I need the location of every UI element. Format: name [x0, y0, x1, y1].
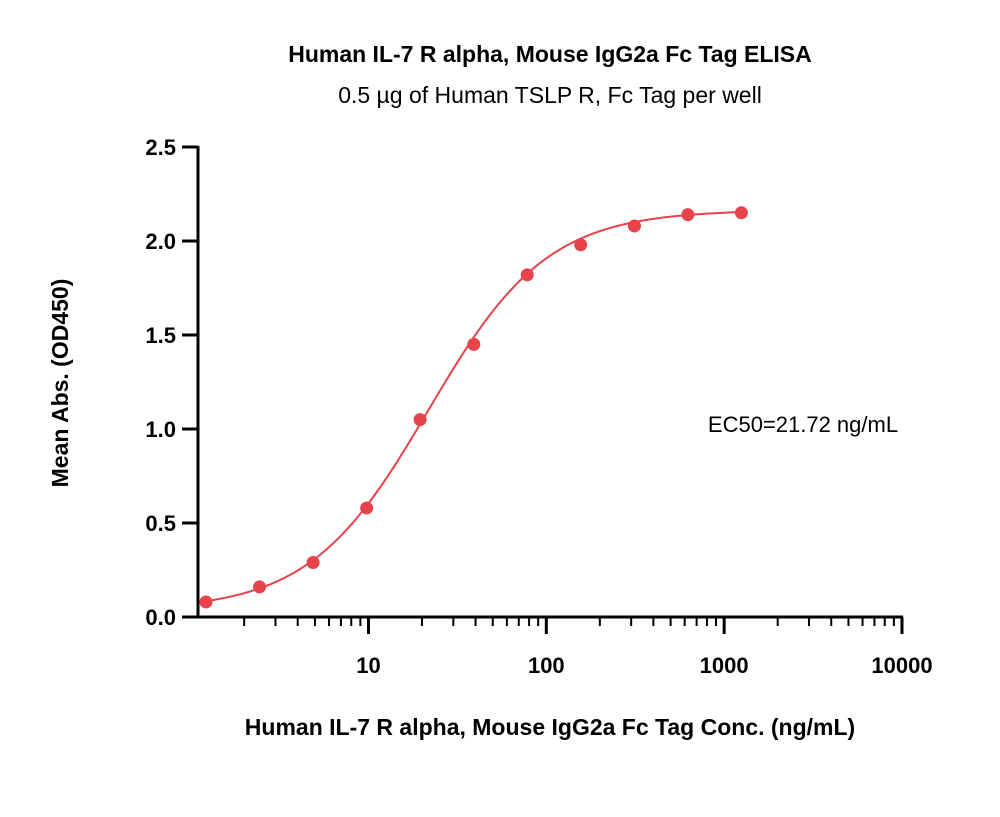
fit-curve	[205, 211, 742, 603]
y-axis-label: Mean Abs. (OD450)	[47, 279, 73, 488]
y-axis: 0.0 0.5 1.0 1.5 2.0 2.5	[145, 135, 200, 630]
y-tick-label: 0.0	[145, 605, 176, 630]
data-points-layer	[199, 206, 748, 609]
y-tick-label: 2.0	[145, 229, 176, 254]
x-axis: 10 100 1000 10000	[197, 615, 933, 678]
data-point	[360, 501, 374, 515]
data-point	[199, 595, 213, 609]
chart-subtitle: 0.5 µg of Human TSLP R, Fc Tag per well	[338, 82, 762, 108]
data-point	[520, 268, 534, 282]
y-tick-label: 2.5	[145, 135, 176, 160]
y-tick-label: 1.5	[145, 323, 176, 348]
data-point	[413, 413, 427, 427]
data-point	[574, 238, 588, 252]
data-point	[627, 219, 641, 233]
data-point	[734, 206, 748, 220]
x-tick-label: 100	[528, 653, 565, 678]
x-axis-label: Human IL-7 R alpha, Mouse IgG2a Fc Tag C…	[245, 714, 855, 740]
ec50-annotation: EC50=21.72 ng/mL	[708, 412, 898, 437]
data-point	[253, 580, 267, 594]
data-point	[467, 337, 481, 351]
x-tick-label: 10000	[871, 653, 932, 678]
y-tick-label: 0.5	[145, 511, 176, 536]
y-tick-label: 1.0	[145, 417, 176, 442]
x-tick-label: 10	[356, 653, 380, 678]
data-point	[306, 555, 320, 569]
data-point	[681, 208, 695, 222]
fit-curve-layer	[205, 211, 742, 603]
x-tick-label: 1000	[700, 653, 749, 678]
chart-title: Human IL-7 R alpha, Mouse IgG2a Fc Tag E…	[288, 41, 812, 67]
